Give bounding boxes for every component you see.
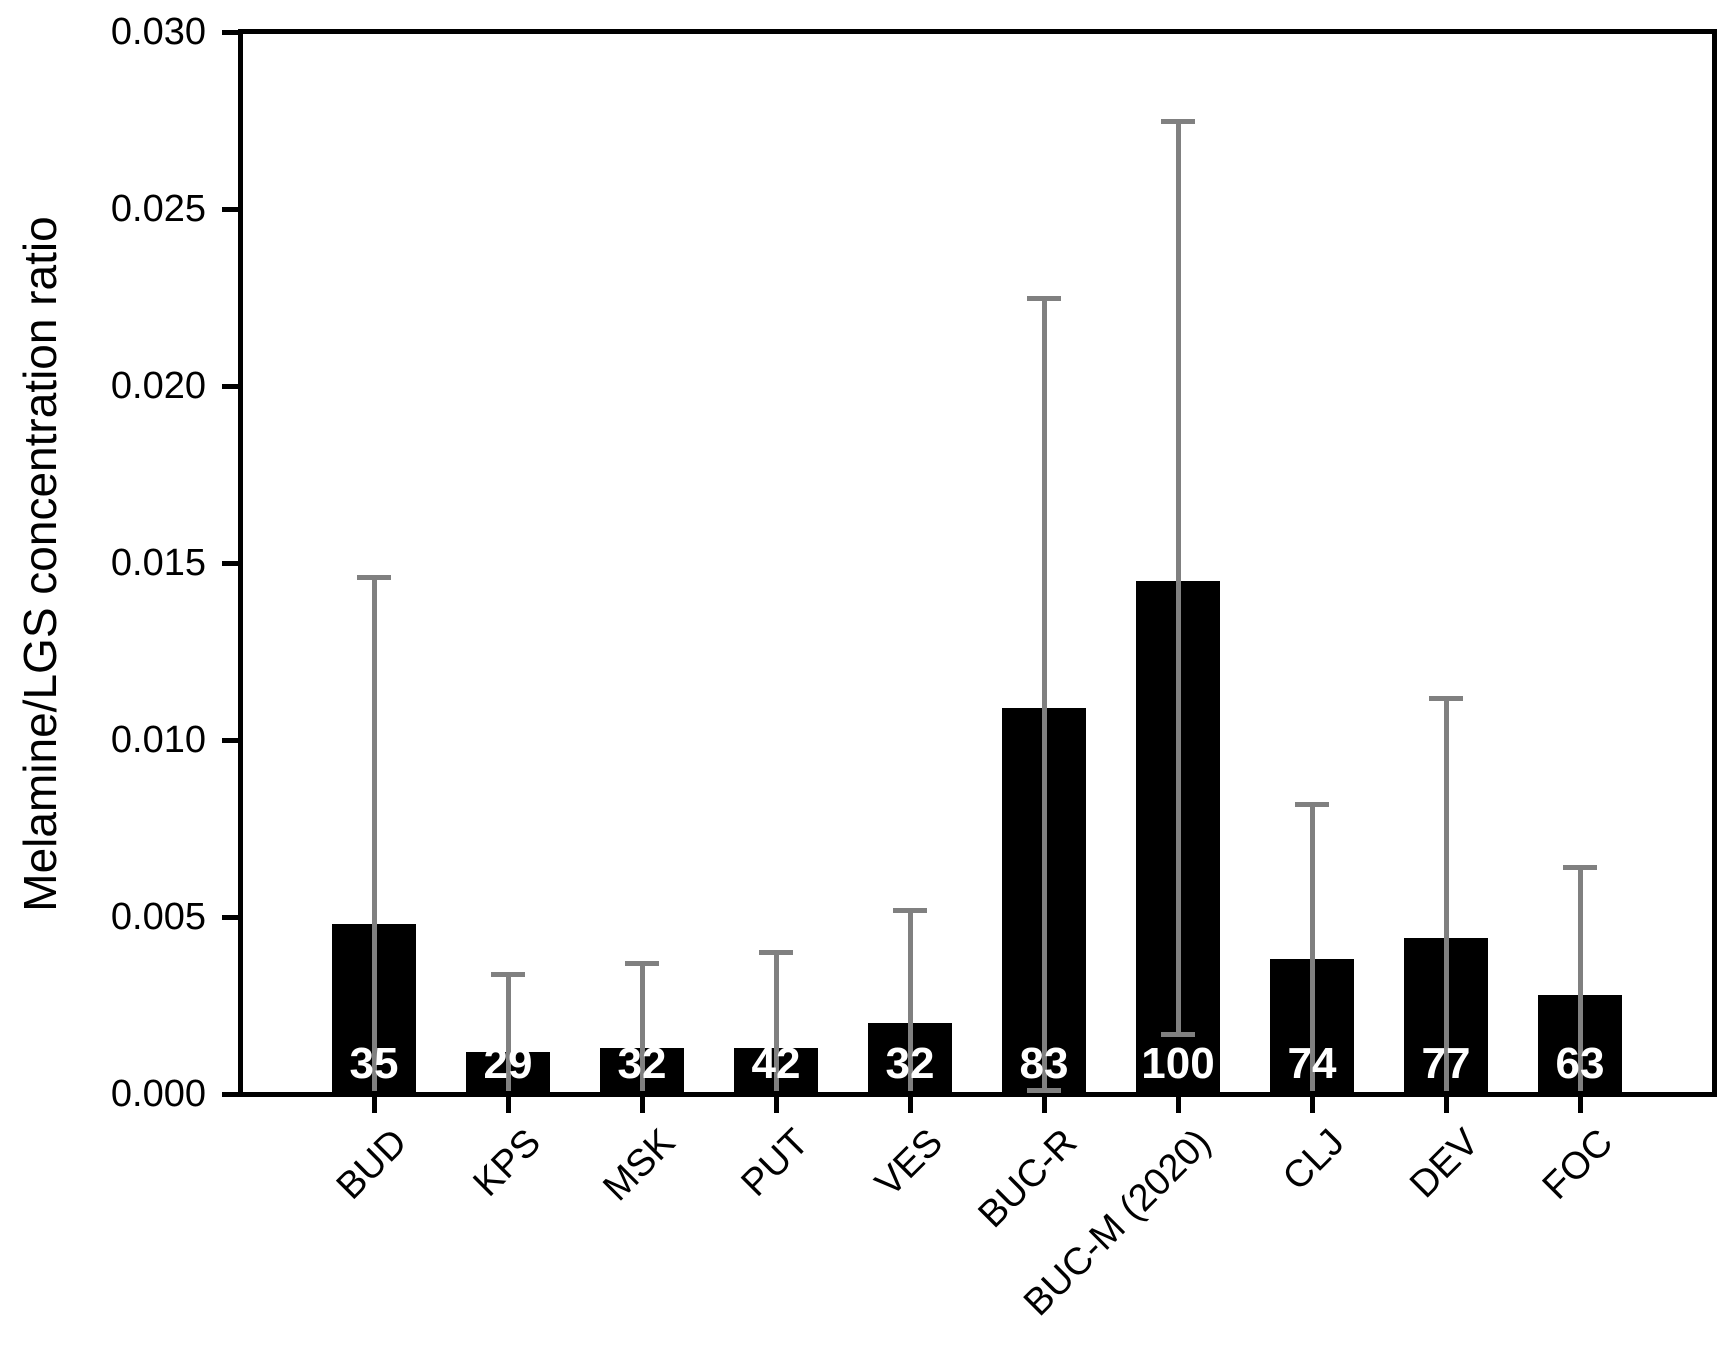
bar-count-label: 83: [1019, 1039, 1069, 1088]
error-bar-cap-top: [893, 908, 927, 913]
error-bar-cap-bottom: [1027, 1088, 1061, 1093]
bar-count-label: 32: [885, 1039, 935, 1088]
error-bar-cap-top: [491, 972, 525, 977]
x-tick-label: BUC-R: [970, 1121, 1085, 1237]
error-bar-cap-top: [1295, 802, 1329, 807]
y-tick-label: 0.010: [110, 719, 206, 761]
error-bar-cap-top: [1563, 865, 1597, 870]
x-tick-label: VES: [867, 1121, 951, 1205]
x-tick: [640, 1097, 645, 1113]
y-tick: [222, 207, 238, 212]
bar-count-label: 42: [751, 1039, 801, 1088]
error-bar-line: [1310, 804, 1315, 1091]
x-tick: [506, 1097, 511, 1113]
x-tick-label: DEV: [1402, 1121, 1487, 1207]
x-tick: [908, 1097, 913, 1113]
error-bar-cap-top: [357, 575, 391, 580]
error-bar-line: [908, 910, 913, 1091]
x-tick-label: KPS: [465, 1121, 549, 1205]
bar-count-label: 29: [483, 1039, 533, 1088]
bar-count-label: 35: [349, 1039, 399, 1088]
y-tick: [222, 30, 238, 35]
y-tick-label: 0.020: [110, 365, 206, 407]
y-tick-label: 0.015: [110, 542, 206, 584]
plot-frame-right: [1712, 29, 1717, 1097]
y-tick-label: 0.000: [110, 1073, 206, 1115]
plot-frame-top: [238, 29, 1717, 34]
bar-count-label: 100: [1141, 1039, 1215, 1088]
error-bar-cap-top: [1161, 119, 1195, 124]
x-tick-label: BUD: [328, 1121, 415, 1208]
x-tick: [1042, 1097, 1047, 1113]
bar-count-label: 74: [1287, 1039, 1337, 1088]
bar-count-label: 63: [1555, 1039, 1605, 1088]
y-tick: [222, 1092, 238, 1097]
plot-frame-bottom: [238, 1092, 1717, 1097]
x-tick: [774, 1097, 779, 1113]
error-bar-line: [774, 952, 779, 1091]
x-tick: [1578, 1097, 1583, 1113]
x-tick: [1444, 1097, 1449, 1113]
bar-count-label: 77: [1421, 1039, 1471, 1088]
error-bar-cap-top: [1429, 696, 1463, 701]
error-bar-line: [640, 963, 645, 1091]
error-bar-cap-top: [1027, 296, 1061, 301]
error-bar-line: [1042, 298, 1047, 1091]
error-bar-line: [1578, 867, 1583, 1091]
x-tick-label: PUT: [733, 1121, 817, 1205]
error-bar-cap-top: [759, 950, 793, 955]
x-tick: [1310, 1097, 1315, 1113]
y-tick: [222, 384, 238, 389]
x-tick-label: MSK: [595, 1121, 683, 1210]
error-bar-line: [372, 577, 377, 1091]
y-tick: [222, 738, 238, 743]
error-bar-cap-top: [625, 961, 659, 966]
x-tick: [1176, 1097, 1181, 1113]
x-tick-label: FOC: [1534, 1121, 1621, 1208]
error-bar-line: [506, 974, 511, 1091]
y-tick-label: 0.005: [110, 896, 206, 938]
x-tick-label: CLJ: [1275, 1121, 1353, 1199]
error-bar-line: [1444, 698, 1449, 1091]
y-tick: [222, 561, 238, 566]
error-bar-line: [1176, 121, 1181, 1034]
bar-count-label: 32: [617, 1039, 667, 1088]
error-bar-cap-bottom: [1161, 1032, 1195, 1037]
x-tick: [372, 1097, 377, 1113]
plot-frame-left: [238, 29, 243, 1097]
y-tick-label: 0.030: [110, 11, 206, 53]
y-tick-label: 0.025: [110, 188, 206, 230]
y-tick: [222, 915, 238, 920]
